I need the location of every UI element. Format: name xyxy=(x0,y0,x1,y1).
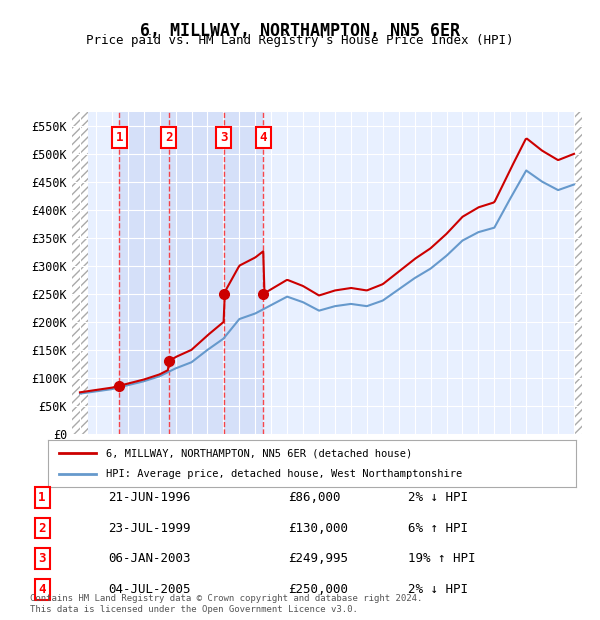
Bar xyxy=(224,112,263,434)
Text: 21-JUN-1996: 21-JUN-1996 xyxy=(108,491,191,504)
Text: 2: 2 xyxy=(165,131,172,144)
Text: £250,000: £250,000 xyxy=(288,583,348,596)
Text: Contains HM Land Registry data © Crown copyright and database right 2024.
This d: Contains HM Land Registry data © Crown c… xyxy=(30,595,422,614)
Bar xyxy=(574,112,582,434)
Text: £130,000: £130,000 xyxy=(288,521,348,534)
Bar xyxy=(169,112,224,434)
Text: 2% ↓ HPI: 2% ↓ HPI xyxy=(408,491,468,504)
Text: 2: 2 xyxy=(38,521,46,534)
Text: 4: 4 xyxy=(38,583,46,596)
Text: Price paid vs. HM Land Registry's House Price Index (HPI): Price paid vs. HM Land Registry's House … xyxy=(86,34,514,47)
Text: 4: 4 xyxy=(260,131,267,144)
Bar xyxy=(119,112,169,434)
Text: 04-JUL-2005: 04-JUL-2005 xyxy=(108,583,191,596)
Text: 19% ↑ HPI: 19% ↑ HPI xyxy=(408,552,476,565)
Bar xyxy=(72,112,88,434)
Text: 1: 1 xyxy=(116,131,123,144)
Text: 06-JAN-2003: 06-JAN-2003 xyxy=(108,552,191,565)
Text: 6, MILLWAY, NORTHAMPTON, NN5 6ER: 6, MILLWAY, NORTHAMPTON, NN5 6ER xyxy=(140,22,460,40)
Text: HPI: Average price, detached house, West Northamptonshire: HPI: Average price, detached house, West… xyxy=(106,469,463,479)
Text: 23-JUL-1999: 23-JUL-1999 xyxy=(108,521,191,534)
Text: 6% ↑ HPI: 6% ↑ HPI xyxy=(408,521,468,534)
Text: 3: 3 xyxy=(38,552,46,565)
Text: 6, MILLWAY, NORTHAMPTON, NN5 6ER (detached house): 6, MILLWAY, NORTHAMPTON, NN5 6ER (detach… xyxy=(106,448,412,458)
Text: 3: 3 xyxy=(220,131,227,144)
Text: 1: 1 xyxy=(38,491,46,504)
Text: £86,000: £86,000 xyxy=(288,491,341,504)
Text: £249,995: £249,995 xyxy=(288,552,348,565)
Text: 2% ↓ HPI: 2% ↓ HPI xyxy=(408,583,468,596)
